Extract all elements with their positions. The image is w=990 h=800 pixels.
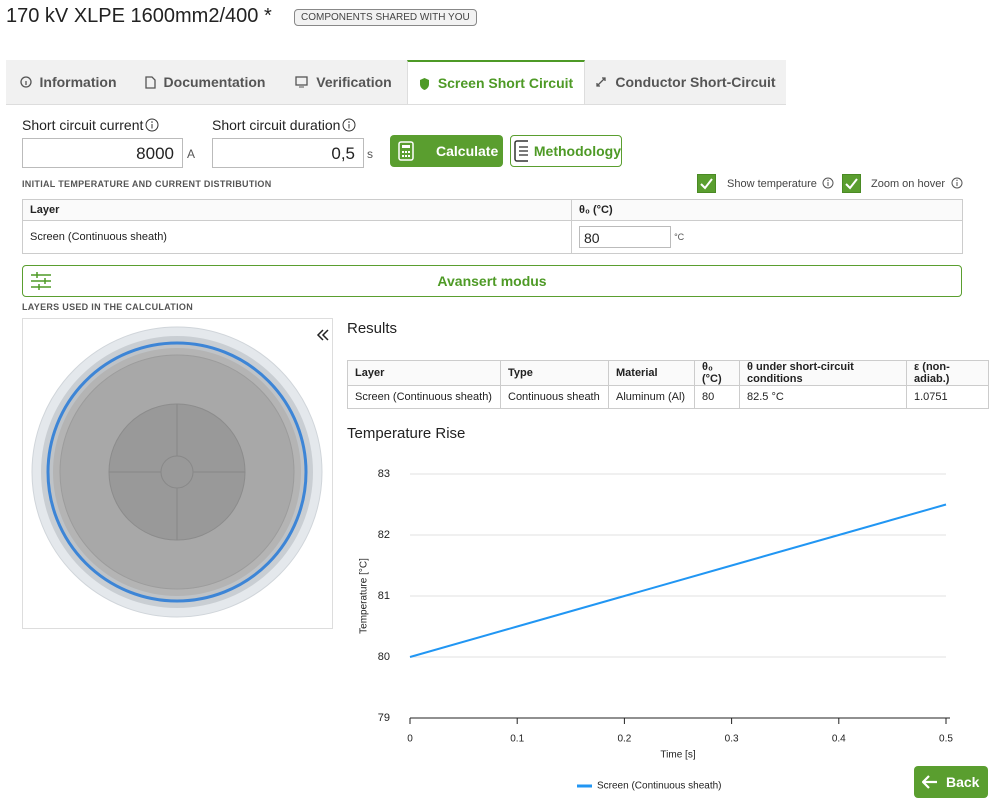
column-header: Type	[500, 360, 609, 386]
cell: Screen (Continuous sheath)	[22, 220, 572, 254]
info-icon[interactable]	[822, 177, 834, 189]
icon	[295, 76, 308, 88]
x-axis-label: Time [s]	[660, 750, 695, 761]
checkbox-label: Show temperature	[727, 178, 817, 190]
info-icon[interactable]	[951, 177, 963, 189]
tab-label: Information	[39, 74, 117, 90]
tab-label: Screen Short Circuit	[437, 75, 574, 91]
x-tick-label: 0.1	[510, 734, 524, 745]
tab[interactable]: Verification	[280, 60, 407, 104]
duration-input[interactable]: 0,5	[212, 138, 364, 168]
calculate-button[interactable]: Calculate	[390, 135, 503, 167]
y-tick-label: 79	[378, 712, 390, 724]
legend-label: Screen (Continuous sheath)	[597, 781, 722, 792]
unit: °C	[674, 231, 685, 242]
initial-table: Layer θ₀ (°C) Screen (Continuous sheath) 8…	[22, 199, 963, 254]
chart: 79 80 81 82 83 0 0.1 0.2 0.3 0.4 0.5 Time [s] Temper…	[359, 468, 954, 792]
cell: Continuous sheath	[500, 385, 609, 409]
checkbox[interactable]	[842, 174, 861, 193]
icon	[398, 141, 414, 161]
tab[interactable]: Documentation	[130, 60, 280, 104]
results-table: Layer Type Material θ₀ (°C) θ under shor…	[347, 360, 989, 409]
label-text: Short circuit duration	[212, 117, 341, 133]
y-tick-label: 81	[378, 590, 390, 602]
column-header: Material	[608, 360, 695, 386]
x-tick-label: 0.5	[939, 734, 953, 745]
icon	[419, 77, 429, 90]
info-icon[interactable]	[342, 118, 356, 132]
cell: Aluminum (Al)	[608, 385, 695, 409]
unit: s	[367, 147, 373, 161]
column-header: ε (non-adiab.)	[906, 360, 989, 386]
tab-label: Conductor Short-Circuit	[615, 74, 776, 90]
line-series	[409, 503, 947, 658]
results-title: Results	[347, 320, 398, 337]
column-header: θ under short-circuit conditions	[739, 360, 907, 386]
cell: 80	[694, 385, 740, 409]
tab-bar: Information Documentation Verification S…	[6, 60, 786, 105]
temperature-input[interactable]: 80	[579, 226, 671, 248]
unit: A	[187, 147, 196, 161]
x-tick-label: 0.4	[832, 734, 846, 745]
column-header: Layer	[22, 199, 572, 221]
button-label: Avansert modus	[437, 273, 547, 289]
icon	[19, 76, 32, 88]
y-tick-label: 82	[378, 529, 390, 541]
cable-cross-section	[22, 318, 333, 629]
label-text: Short circuit current	[22, 117, 144, 133]
column-header: θ₀ (°C)	[571, 199, 963, 221]
tab-label: Documentation	[163, 74, 266, 90]
cell: Screen (Continuous sheath)	[347, 385, 501, 409]
icon	[144, 75, 156, 89]
tab[interactable]: Information	[6, 60, 130, 104]
y-tick-label: 80	[378, 651, 390, 663]
icon	[514, 140, 528, 162]
section-heading: LAYERS USED IN THE CALCULATION	[22, 302, 194, 312]
current-input[interactable]: 8000	[22, 138, 183, 168]
button-label: Back	[946, 774, 980, 790]
icon	[596, 77, 607, 87]
advanced-mode-button[interactable]: Avansert modus	[22, 265, 962, 297]
tab[interactable]: Conductor Short-Circuit	[585, 60, 786, 104]
shared-badge: COMPONENTS SHARED WITH YOU	[294, 9, 477, 26]
back-button[interactable]: Back	[914, 766, 988, 798]
cell: 80 °C	[571, 220, 963, 254]
icon	[31, 272, 51, 290]
input-label: Short circuit duration	[212, 117, 340, 133]
x-tick-label: 0.3	[725, 734, 739, 745]
chart-title: Temperature Rise	[347, 425, 466, 442]
tab[interactable]: Screen Short Circuit	[407, 60, 585, 104]
y-tick-label: 83	[378, 468, 390, 480]
page-title: 170 kV XLPE 1600mm2/400 *	[6, 5, 272, 27]
checkbox-label: Zoom on hover	[871, 178, 945, 190]
cell: 82.5 °C	[739, 385, 907, 409]
input-label: Short circuit current	[22, 117, 143, 133]
section-heading: INITIAL TEMPERATURE AND CURRENT DISTRIBU…	[22, 179, 272, 189]
button-label: Calculate	[436, 143, 499, 159]
x-tick-label: 0	[407, 734, 413, 745]
info-icon[interactable]	[145, 118, 159, 132]
column-header: Layer	[347, 360, 501, 386]
y-axis-label: Temperature [°C]	[359, 558, 370, 634]
button-label: Methodology	[533, 143, 621, 159]
column-header: θ₀ (°C)	[694, 360, 740, 386]
icon	[922, 775, 937, 789]
tab-label: Verification	[316, 74, 392, 90]
cell: 1.0751	[906, 385, 989, 409]
checkbox[interactable]	[697, 174, 716, 193]
methodology-button[interactable]: Methodology	[510, 135, 622, 167]
x-tick-label: 0.2	[617, 734, 631, 745]
